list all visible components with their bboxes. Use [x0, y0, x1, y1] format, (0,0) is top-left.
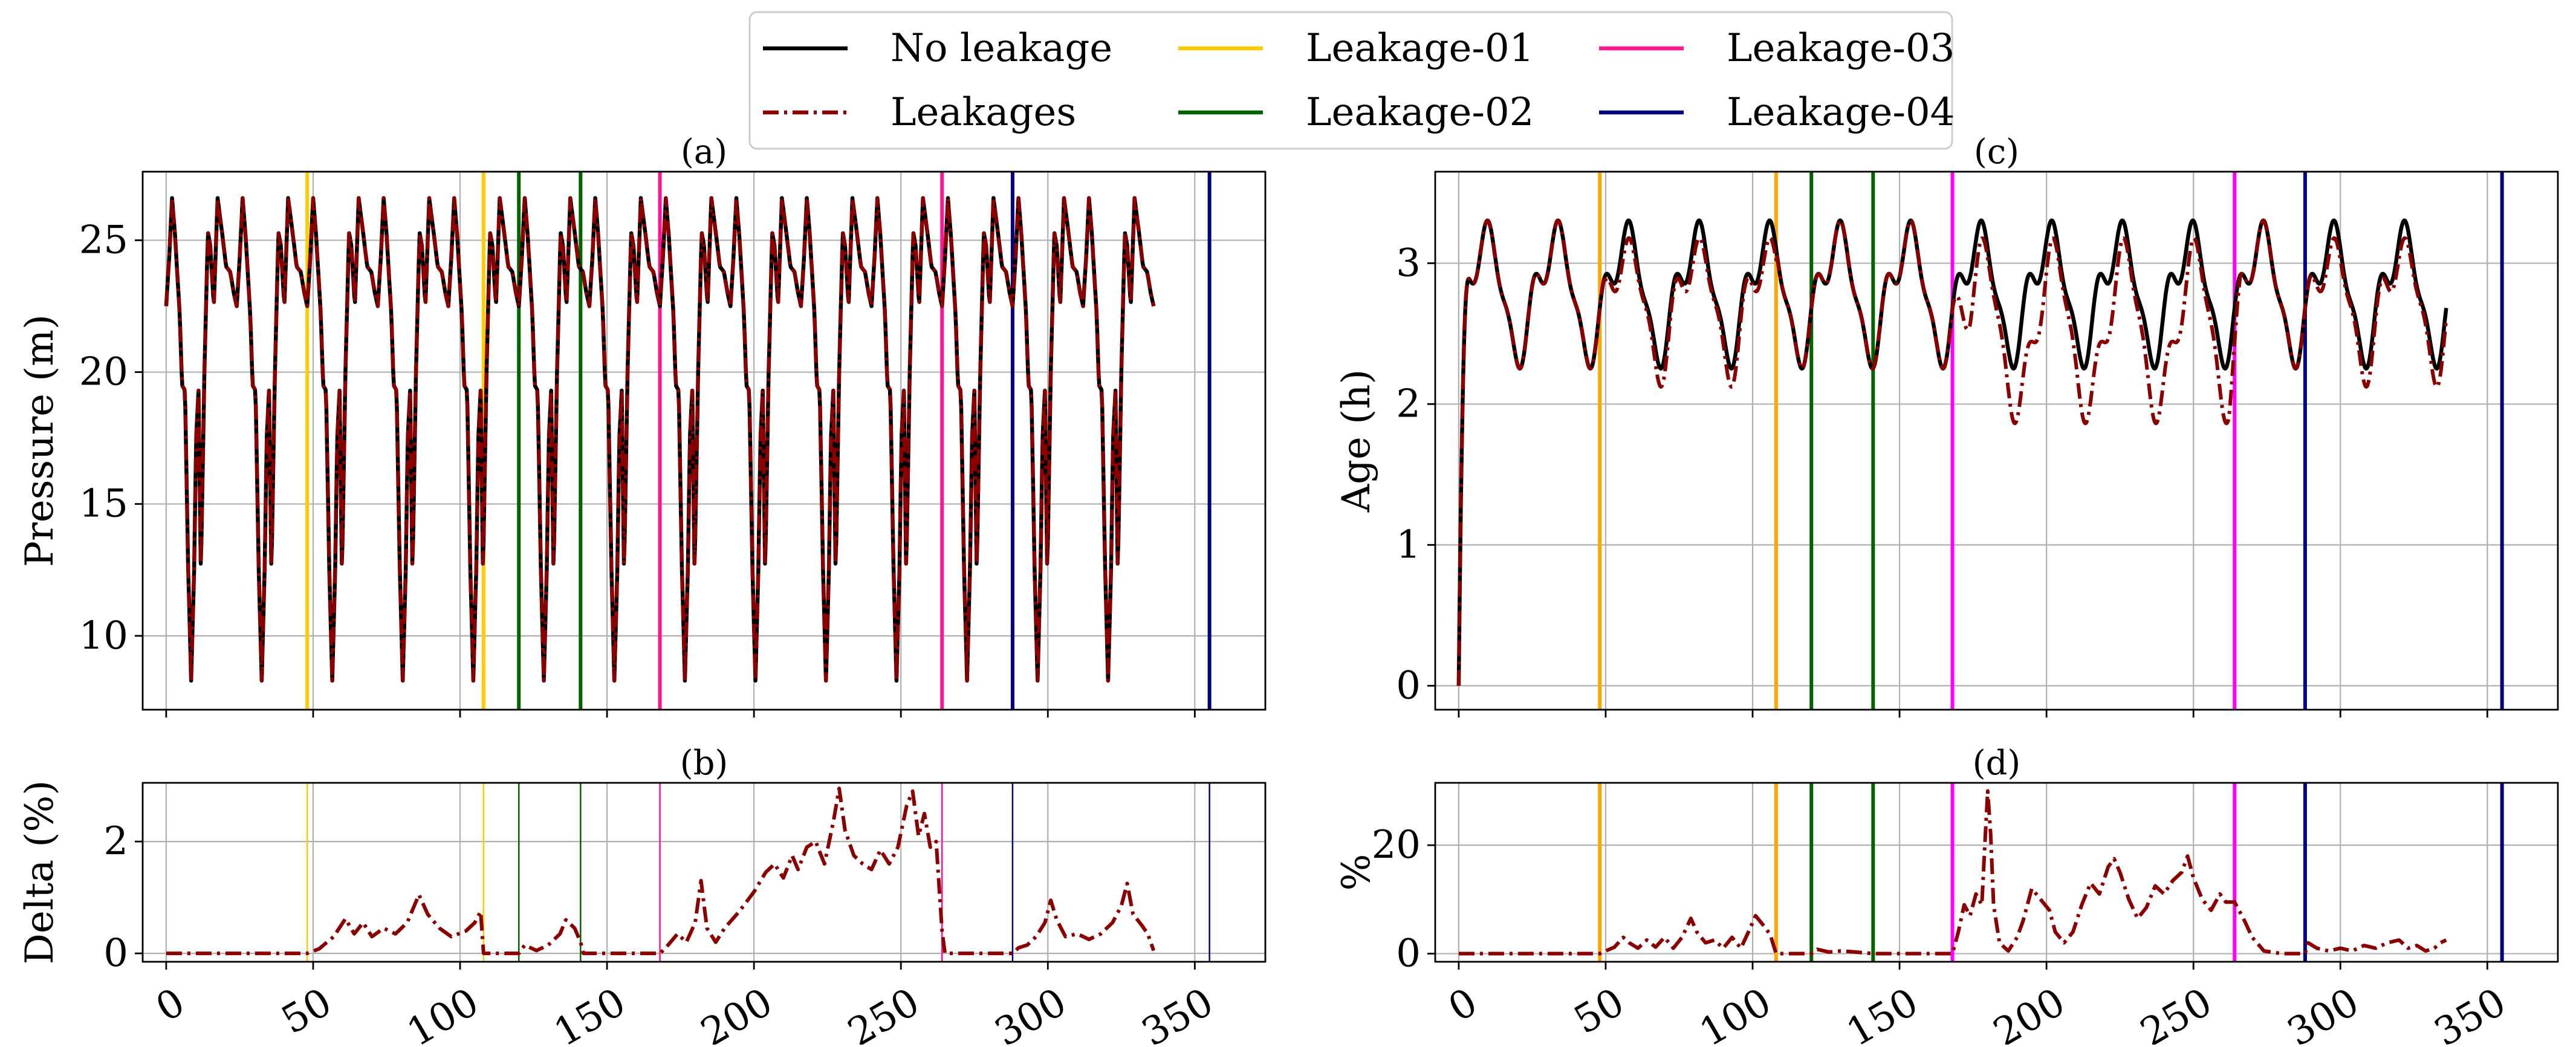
y-tick-label-20: 20: [79, 350, 128, 395]
series-group: [1456, 218, 2448, 686]
y-axis-label: Delta (%): [18, 780, 62, 965]
panel-title: (c): [1974, 132, 2019, 172]
y-axis-label: Pressure (m): [18, 314, 62, 567]
x-tick-label-100: 100: [1692, 980, 1779, 1045]
y-tick-label-2: 2: [1396, 381, 1421, 426]
legend: No leakage Leakages Leakage-01 Leakage-02 Le…: [748, 11, 1955, 150]
y-tick-label-0: 0: [1396, 932, 1421, 976]
panel-b-delta: 0 50 100 150 200 250 300 350 0 2 (b) Delta (%): [18, 744, 1267, 1047]
series-line-leakages: [164, 196, 1156, 682]
panel-title: (a): [681, 132, 727, 172]
axes-frame: [141, 782, 1267, 963]
x-tick-label-50: 50: [274, 980, 340, 1043]
x-tick-label-250: 250: [841, 980, 927, 1045]
legend-label-5: Leakage-04: [1727, 90, 1955, 135]
x-tick-label-200: 200: [694, 980, 780, 1045]
panel-title: (d): [1973, 744, 2021, 783]
y-tick-label-0: 0: [103, 931, 128, 976]
y-tick-label-10: 10: [79, 614, 128, 658]
legend-label-1: Leakages: [891, 90, 1076, 135]
x-tick-label-150: 150: [547, 980, 633, 1045]
series-line-leakages: [1458, 789, 2447, 956]
series-line-leakages: [166, 786, 1156, 956]
axes-frame: [1434, 170, 2559, 711]
legend-label-3: Leakage-02: [1306, 90, 1534, 135]
y-tick-label-2: 2: [103, 819, 128, 864]
y-tick-label-25: 25: [79, 218, 128, 262]
axes-frame: [141, 170, 1267, 711]
panel-title: (b): [680, 744, 728, 783]
series-group: [164, 196, 1156, 683]
x-tick-label-250: 250: [2133, 980, 2220, 1045]
y-axis-label: Age (h): [1334, 369, 1379, 513]
y-tick-label-3: 3: [1396, 241, 1421, 285]
series-group: [166, 786, 1156, 956]
series-group: [1458, 789, 2447, 956]
panel-d-age-delta: 0 50 100 150 200 250 300 350 0 20 (d)%: [1334, 744, 2559, 1047]
x-tick-label-200: 200: [1987, 980, 2073, 1045]
x-tick-label-0: 0: [149, 980, 192, 1031]
y-tick-label-0: 0: [1396, 663, 1421, 708]
x-tick-label-350: 350: [2427, 980, 2514, 1045]
panel-a-pressure: 10 15 20 25 (a) Pressure (m): [18, 132, 1267, 718]
y-tick-label-20: 20: [1372, 823, 1421, 867]
legend-label-4: Leakage-03: [1727, 26, 1955, 71]
series-line-leakages: [1456, 218, 2448, 686]
x-tick-label-0: 0: [1441, 980, 1485, 1031]
axes-frame: [1434, 782, 2559, 963]
x-tick-label-50: 50: [1567, 980, 1632, 1043]
x-tick-label-300: 300: [988, 980, 1074, 1045]
legend-box: [748, 11, 1953, 150]
y-tick-label-15: 15: [79, 482, 128, 527]
y-axis-label: %: [1334, 854, 1379, 891]
x-tick-label-100: 100: [400, 980, 486, 1045]
y-tick-label-1: 1: [1396, 522, 1421, 567]
x-tick-label-300: 300: [2280, 980, 2367, 1045]
legend-label-0: No leakage: [891, 26, 1112, 71]
panel-c-age: 0 1 2 3 (c) Age (h): [1334, 132, 2559, 718]
legend-label-2: Leakage-01: [1306, 26, 1534, 71]
x-tick-label-150: 150: [1839, 980, 1926, 1045]
x-tick-label-350: 350: [1135, 980, 1221, 1045]
